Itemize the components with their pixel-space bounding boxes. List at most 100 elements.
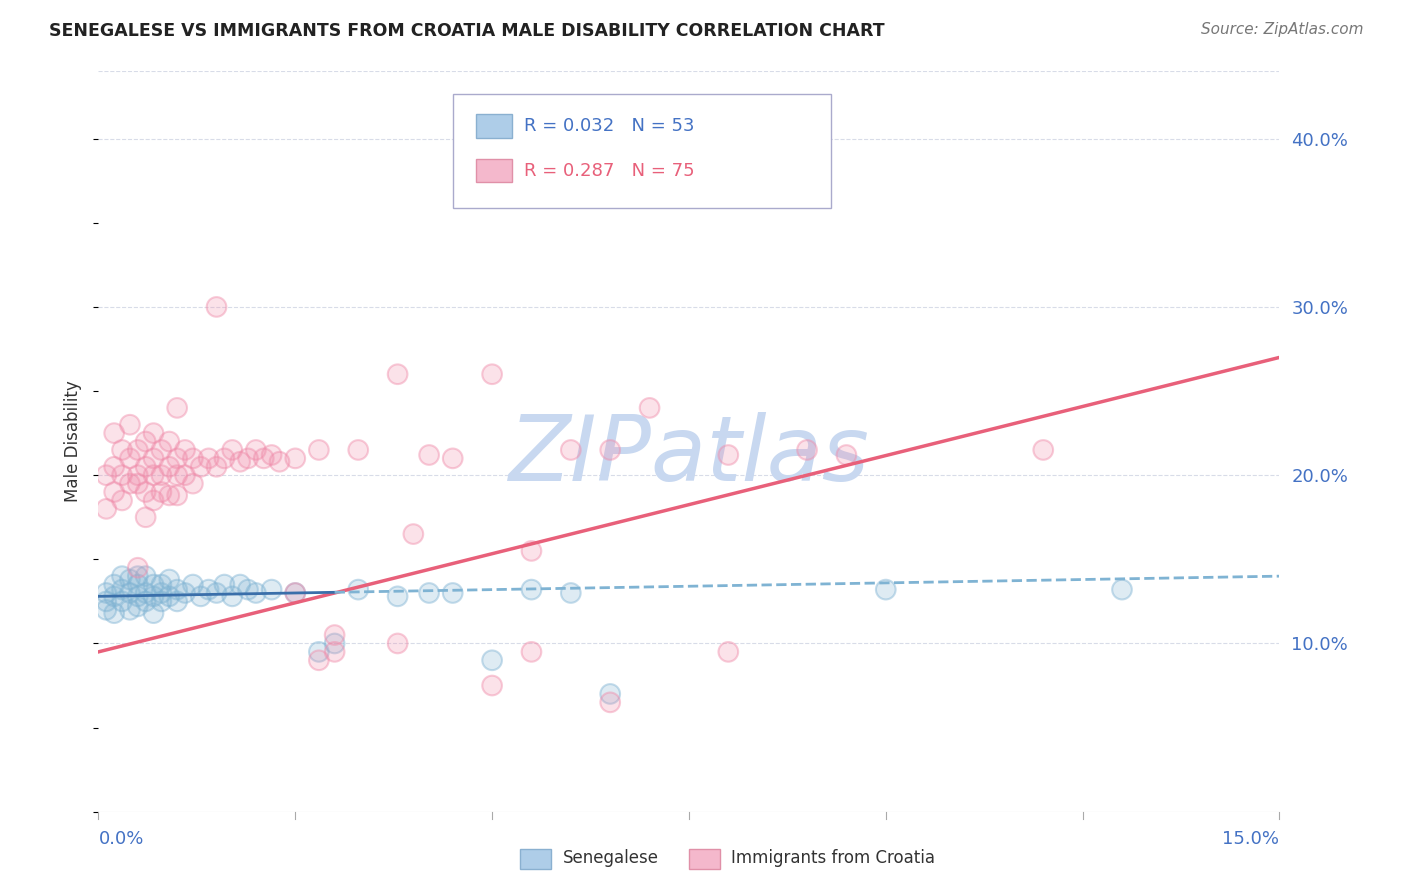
Point (441, 586, 464, 600)
Point (127, 590, 149, 604)
Point (481, 368, 503, 382)
Point (127, 577, 149, 591)
Point (599, 695, 621, 709)
Point (284, 586, 307, 600)
Point (111, 594, 134, 608)
Point (214, 451, 236, 466)
Point (205, 459, 228, 474)
Point (245, 442, 267, 457)
Point (323, 628, 346, 642)
Point (127, 590, 149, 604)
Point (229, 455, 252, 469)
Point (96, 603, 118, 617)
Point (96, 501, 118, 516)
Point (118, 573, 141, 587)
Point (166, 594, 188, 608)
Point (118, 476, 141, 491)
Point (308, 645, 330, 659)
Point (96, 586, 118, 600)
Point (157, 434, 180, 449)
Point (284, 451, 307, 466)
Point (111, 594, 134, 608)
Point (103, 426, 125, 441)
Point (135, 459, 157, 474)
Point (174, 442, 197, 457)
Point (229, 577, 252, 591)
Point (229, 455, 252, 469)
Point (717, 645, 740, 659)
Point (835, 448, 858, 462)
Point (308, 645, 330, 659)
Point (481, 653, 503, 667)
Point (118, 417, 141, 432)
Point (96, 586, 118, 600)
Point (347, 582, 370, 597)
Point (717, 645, 740, 659)
Point (190, 590, 212, 604)
Point (135, 510, 157, 524)
Point (323, 645, 346, 659)
Point (260, 582, 283, 597)
Point (118, 586, 141, 600)
Point (402, 527, 425, 541)
Point (150, 468, 173, 483)
Point (150, 577, 173, 591)
Point (118, 476, 141, 491)
Point (150, 586, 173, 600)
Point (142, 606, 165, 620)
Point (875, 582, 897, 597)
Point (103, 459, 125, 474)
Point (127, 476, 149, 491)
Point (260, 582, 283, 597)
Point (111, 468, 134, 483)
Point (127, 442, 149, 457)
Point (150, 594, 173, 608)
Point (181, 577, 204, 591)
Point (166, 594, 188, 608)
Point (150, 442, 173, 457)
Point (236, 451, 259, 466)
Point (269, 455, 291, 469)
Point (1032, 442, 1054, 457)
Point (205, 300, 228, 314)
Text: ZIPatlas: ZIPatlas (509, 412, 869, 500)
Point (520, 544, 543, 558)
Point (418, 586, 440, 600)
Point (205, 300, 228, 314)
Point (135, 594, 157, 608)
Point (174, 586, 197, 600)
Point (142, 426, 165, 441)
Point (323, 628, 346, 642)
Point (142, 606, 165, 620)
Point (103, 459, 125, 474)
Point (166, 401, 188, 415)
Point (387, 636, 409, 650)
Point (284, 451, 307, 466)
Point (111, 493, 134, 508)
Point (308, 653, 330, 667)
Point (142, 468, 165, 483)
Point (481, 653, 503, 667)
Point (166, 582, 188, 597)
FancyBboxPatch shape (477, 159, 512, 183)
Point (481, 679, 503, 693)
Point (197, 582, 219, 597)
Point (323, 636, 346, 650)
Point (111, 569, 134, 583)
Point (197, 451, 219, 466)
Point (103, 485, 125, 500)
Point (190, 459, 212, 474)
Point (111, 582, 134, 597)
Point (127, 569, 149, 583)
Point (127, 560, 149, 574)
Point (118, 417, 141, 432)
Text: 0.0%: 0.0% (98, 830, 143, 848)
Point (157, 488, 180, 502)
Point (284, 586, 307, 600)
Y-axis label: Male Disability: Male Disability (65, 381, 83, 502)
Point (418, 586, 440, 600)
Point (481, 679, 503, 693)
Point (135, 569, 157, 583)
Point (221, 590, 243, 604)
Point (245, 586, 267, 600)
